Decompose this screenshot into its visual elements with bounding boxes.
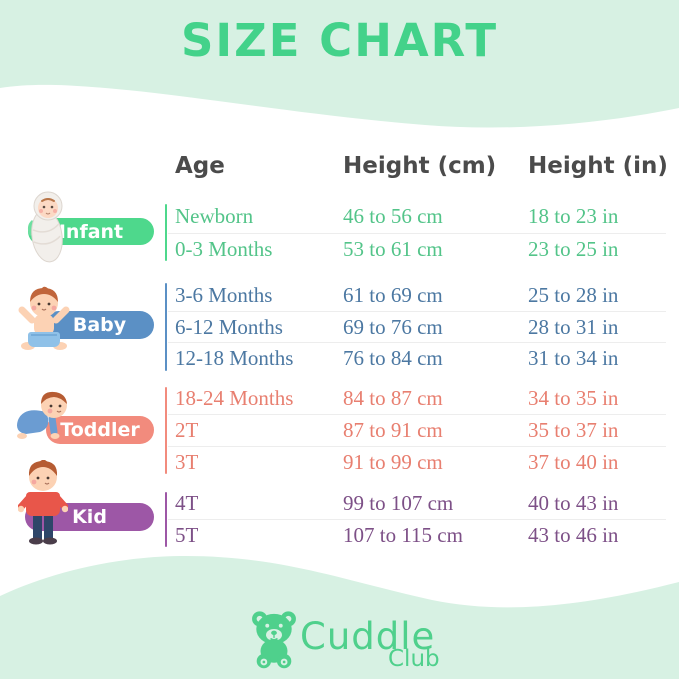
row-divider: [168, 311, 666, 312]
height-in-cell: 40 to 43 in: [528, 491, 619, 515]
toddler-badge: Toddler: [46, 416, 154, 444]
height-cm-cell: 76 to 84 cm: [343, 346, 443, 370]
infant-badge-label: Infant: [58, 220, 124, 243]
column-header-height-cm: Height (cm): [343, 153, 497, 179]
age-cell: 18-24 Months: [175, 386, 294, 410]
height-in-cell: 31 to 34 in: [528, 346, 619, 370]
page-title: SIZE CHART: [180, 14, 499, 67]
standing-kid-icon: [18, 460, 68, 545]
swaddled-infant-icon: [27, 191, 63, 263]
crawling-toddler-icon: [17, 391, 67, 439]
table-row: 18-24 Months 84 to 87 cm 34 to 35 in: [0, 384, 679, 412]
row-divider: [168, 414, 666, 415]
height-cm-cell: 91 to 99 cm: [343, 450, 443, 474]
age-cell: 0-3 Months: [175, 237, 273, 261]
infant-group-line: [165, 204, 167, 261]
age-cell: 4T: [175, 491, 199, 515]
table-row: 0-3 Months 53 to 61 cm 23 to 25 in: [0, 235, 679, 263]
teddy-bear-icon: [252, 611, 296, 669]
baby-group-line: [165, 283, 167, 371]
height-in-cell: 35 to 37 in: [528, 418, 619, 442]
column-header-height-in: Height (in): [528, 153, 668, 179]
row-divider: [168, 342, 666, 343]
height-cm-cell: 87 to 91 cm: [343, 418, 443, 442]
table-row: 5T 107 to 115 cm 43 to 46 in: [0, 521, 679, 549]
age-cell: 5T: [175, 523, 199, 547]
age-cell: 12-18 Months: [175, 346, 294, 370]
height-in-cell: 23 to 25 in: [528, 237, 619, 261]
row-divider: [168, 519, 666, 520]
baby-badge-label: Baby: [72, 314, 127, 336]
height-in-cell: 34 to 35 in: [528, 386, 619, 410]
kid-badge-label: Kid: [72, 506, 107, 528]
table-row: 6-12 Months 69 to 76 cm 28 to 31 in: [0, 313, 679, 341]
sitting-baby-icon: [18, 286, 70, 350]
table-row: 3T 91 to 99 cm 37 to 40 in: [0, 448, 679, 476]
table-row: Newborn 46 to 56 cm 18 to 23 in: [0, 202, 679, 230]
table-row: 2T 87 to 91 cm 35 to 37 in: [0, 416, 679, 444]
toddler-badge-label: Toddler: [60, 419, 140, 441]
table-row: 4T 99 to 107 cm 40 to 43 in: [0, 489, 679, 517]
toddler-group-line: [165, 387, 167, 474]
table-row: 12-18 Months 76 to 84 cm 31 to 34 in: [0, 344, 679, 372]
age-cell: 2T: [175, 418, 199, 442]
height-in-cell: 28 to 31 in: [528, 315, 619, 339]
brand-subname: Club: [388, 646, 440, 672]
height-in-cell: 18 to 23 in: [528, 204, 619, 228]
bottom-wave-decoration: [0, 555, 679, 679]
row-divider: [168, 446, 666, 447]
height-cm-cell: 99 to 107 cm: [343, 491, 454, 515]
height-cm-cell: 84 to 87 cm: [343, 386, 443, 410]
height-cm-cell: 46 to 56 cm: [343, 204, 443, 228]
kid-group-line: [165, 492, 167, 547]
age-cell: 3-6 Months: [175, 283, 273, 307]
height-cm-cell: 53 to 61 cm: [343, 237, 443, 261]
age-cell: 6-12 Months: [175, 315, 283, 339]
age-cell: Newborn: [175, 204, 254, 228]
height-in-cell: 25 to 28 in: [528, 283, 619, 307]
height-cm-cell: 107 to 115 cm: [343, 523, 463, 547]
height-in-cell: 43 to 46 in: [528, 523, 619, 547]
table-header-row: Age Height (cm) Height (in): [0, 151, 679, 181]
height-in-cell: 37 to 40 in: [528, 450, 619, 474]
age-cell: 3T: [175, 450, 199, 474]
column-header-age: Age: [175, 153, 225, 179]
height-cm-cell: 69 to 76 cm: [343, 315, 443, 339]
height-cm-cell: 61 to 69 cm: [343, 283, 443, 307]
row-divider: [168, 233, 666, 234]
table-row: 3-6 Months 61 to 69 cm 25 to 28 in: [0, 281, 679, 309]
